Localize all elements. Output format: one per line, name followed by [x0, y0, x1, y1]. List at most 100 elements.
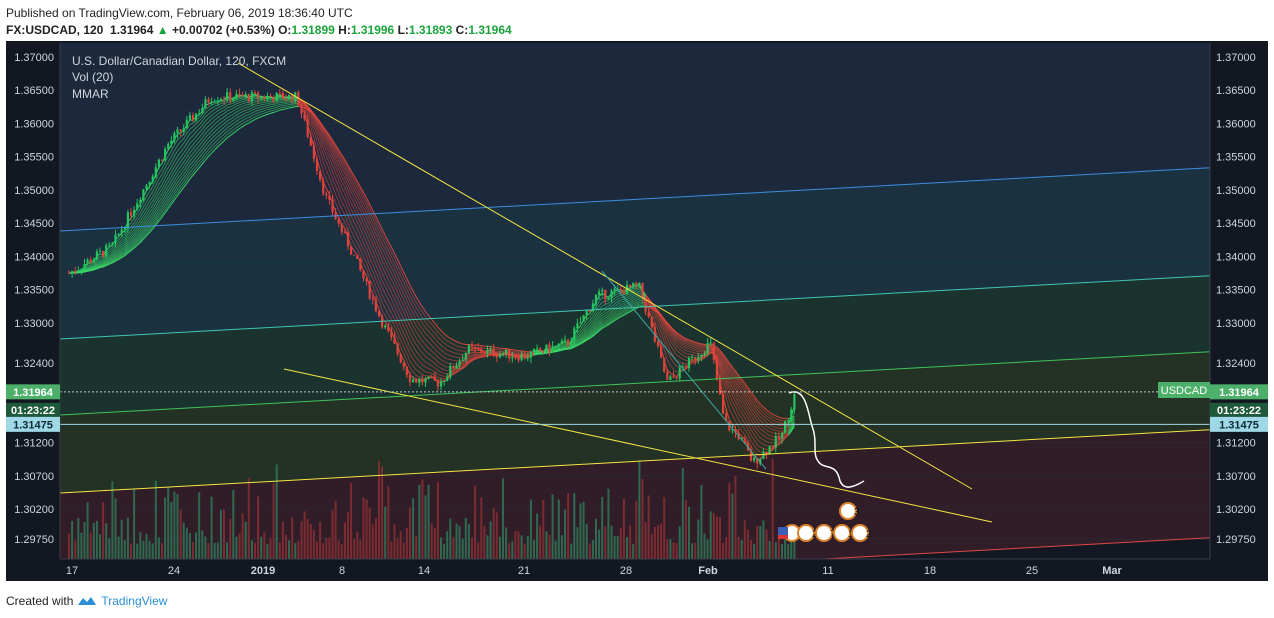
volume-bar [272, 482, 275, 559]
ma-segment [136, 239, 141, 244]
ma-segment [453, 356, 457, 358]
ma-segment [468, 359, 473, 363]
volume-bar [353, 538, 356, 559]
legend-mmar: MMAR [72, 87, 109, 101]
ma-segment [673, 374, 677, 378]
ma-segment [440, 354, 445, 358]
ma-segment [130, 247, 135, 252]
ma-segment [725, 389, 730, 401]
ma-segment [725, 369, 730, 376]
ma-segment [409, 353, 414, 360]
ma-segment [589, 312, 594, 318]
ma-segment [183, 176, 188, 182]
ma-segment [614, 289, 618, 292]
ma-segment [716, 348, 721, 353]
ma-segment [400, 281, 405, 289]
ma-segment [121, 243, 126, 248]
volume-bar [517, 531, 520, 559]
candle-body [263, 96, 266, 99]
ma-segment [425, 355, 429, 360]
ma-segment [230, 102, 234, 105]
ma-segment [136, 240, 141, 245]
ma-segment [719, 353, 724, 359]
price-chart[interactable]: 1.370001.365001.360001.355001.350001.345… [6, 41, 1268, 581]
ma-segment [468, 360, 473, 364]
ma-segment [443, 352, 448, 355]
ma-segment [418, 366, 423, 371]
ma-segment [198, 129, 203, 134]
ma-segment [406, 326, 411, 334]
ma-segment [356, 204, 361, 212]
ma-segment [229, 116, 234, 120]
ma-segment [133, 240, 138, 245]
candle-body [126, 212, 129, 229]
ma-segment [173, 156, 178, 162]
ma-segment [772, 429, 776, 431]
ma-segment [375, 229, 380, 237]
ma-segment [645, 296, 649, 300]
ma-segment [443, 337, 448, 342]
ma-segment [310, 111, 315, 116]
ma-segment [369, 207, 374, 215]
ma-segment [422, 334, 426, 340]
ma-segment [440, 367, 445, 371]
footer-brand[interactable]: TradingView [101, 594, 168, 608]
ma-segment [406, 333, 411, 341]
price-tick-left: 1.31200 [14, 438, 54, 450]
ma-segment [670, 372, 674, 376]
ma-segment [167, 188, 172, 195]
ma-segment [353, 193, 358, 200]
ma-segment [731, 383, 736, 390]
ma-segment [99, 266, 104, 269]
ma-segment [756, 438, 761, 443]
ma-segment [766, 441, 770, 443]
ma-segment [614, 312, 618, 316]
ma-segment [164, 155, 169, 163]
ma-segment [722, 359, 727, 366]
ma-segment [431, 324, 436, 329]
ma-segment [741, 383, 746, 389]
ma-segment [96, 261, 101, 265]
volume-bar [170, 501, 173, 559]
candle-body [446, 376, 449, 382]
ma-segment [332, 165, 337, 174]
ma-segment [167, 195, 172, 201]
ma-segment [654, 310, 659, 314]
channel-line-green [60, 351, 1210, 416]
ma-segment [608, 297, 612, 301]
volume-bar [105, 523, 108, 559]
ma-segment [356, 199, 361, 206]
volume-bar [92, 523, 95, 559]
ma-segment [611, 308, 615, 312]
ma-segment [558, 347, 563, 350]
ma-segment [335, 155, 340, 162]
candle-body [787, 420, 790, 422]
ma-segment [248, 100, 253, 103]
ma-segment [363, 249, 368, 257]
candle-body [216, 100, 219, 102]
ma-segment [750, 397, 755, 403]
volume-bar [179, 509, 182, 559]
volume-bar [669, 539, 672, 559]
ma-segment [189, 171, 194, 177]
candle-body [350, 246, 353, 255]
ma-segment [725, 384, 730, 395]
ma-segment [741, 403, 746, 409]
ma-segment [704, 354, 708, 358]
ma-segment [586, 333, 591, 337]
ma-segment [143, 233, 147, 238]
volume-bar [675, 542, 678, 559]
candle-body [365, 278, 368, 282]
ma-segment [378, 240, 383, 249]
ma-segment [722, 369, 727, 378]
volume-bar [241, 513, 244, 559]
ma-segment [251, 110, 256, 114]
candle-body [678, 367, 681, 379]
ma-segment [592, 330, 597, 335]
ma-segment [167, 156, 172, 163]
candle-body [563, 339, 567, 341]
ma-segment [443, 361, 448, 364]
ma-segment [397, 292, 402, 300]
ma-segment [595, 324, 600, 329]
volume-bar [381, 466, 384, 559]
